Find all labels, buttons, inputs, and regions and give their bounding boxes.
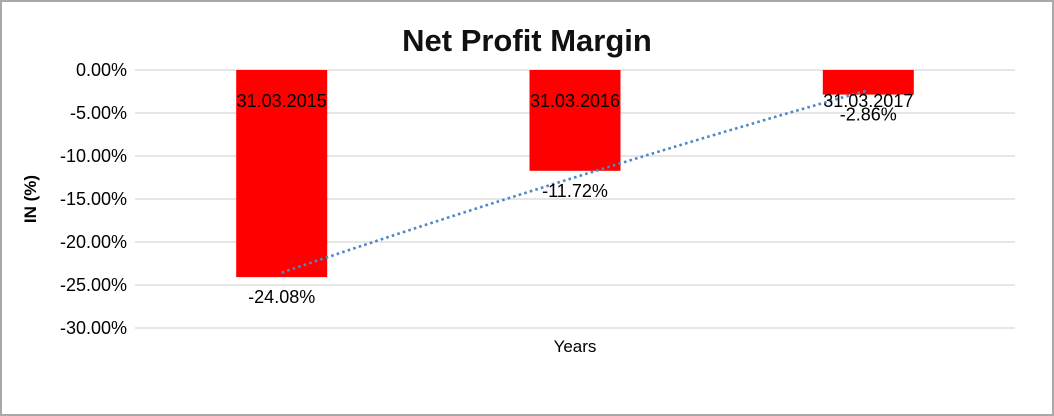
y-tick-label: -10.00% <box>60 146 127 166</box>
trendline <box>281 88 869 274</box>
bar <box>822 70 914 95</box>
chart-title: Net Profit Margin <box>402 23 652 58</box>
y-tick-label: 0.00% <box>76 60 127 80</box>
x-axis-title: Years <box>553 337 597 356</box>
y-tick-label: -20.00% <box>60 232 127 252</box>
category-label: 31.03.2017 <box>823 91 913 111</box>
bar <box>529 70 621 171</box>
value-label: -2.86% <box>840 105 897 125</box>
y-tick-label: -30.00% <box>60 318 127 338</box>
category-label: 31.03.2015 <box>237 91 327 111</box>
category-label: 31.03.2016 <box>530 91 620 111</box>
y-tick-label: -15.00% <box>60 189 127 209</box>
y-tick-label: -5.00% <box>70 103 127 123</box>
bar <box>236 70 328 278</box>
value-label: -24.08% <box>248 287 315 307</box>
value-label: -11.72% <box>542 181 608 201</box>
y-tick-label: -25.00% <box>60 275 127 295</box>
